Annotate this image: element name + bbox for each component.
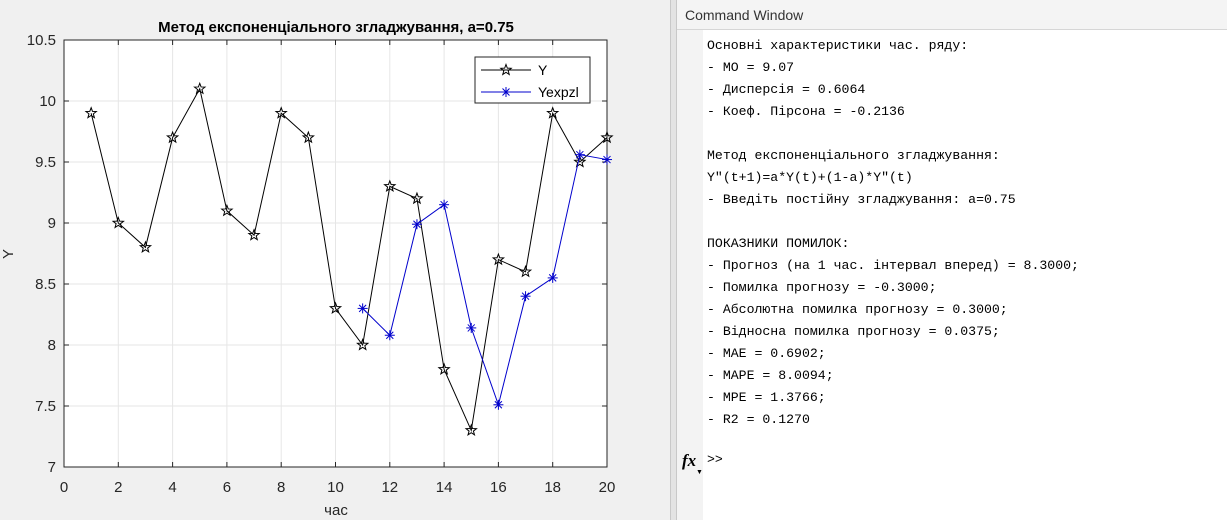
data-point-star-marker xyxy=(518,264,533,278)
legend-entry-y[interactable]: Y xyxy=(481,62,548,78)
figure-window: 0 2 4 6 8 10 12 14 16 18 20 7 7.5 8 8.5 9 9.5 10 10.5 Мето… xyxy=(0,19,616,519)
data-point-star-marker xyxy=(328,301,343,315)
output-line: - Помилка прогнозу = -0.3000; xyxy=(707,280,937,295)
data-point-star-marker xyxy=(499,63,513,76)
output-line: - Відносна помилка прогнозу = 0.0375; xyxy=(707,324,1000,339)
data-point-star-marker xyxy=(437,362,451,376)
legend[interactable]: Y Yexpzl xyxy=(474,56,591,104)
y-tick-label: 7 xyxy=(48,459,56,476)
data-point-asterisk-marker xyxy=(439,199,450,210)
command-window-gutter xyxy=(677,30,703,520)
output-line: Y"(t+1)=a*Y(t)+(1-a)*Y"(t) xyxy=(707,170,913,185)
data-point-asterisk-marker xyxy=(520,291,531,302)
x-tick-label: 16 xyxy=(490,479,507,496)
data-point-star-marker xyxy=(247,228,261,241)
data-point-star-marker xyxy=(600,130,614,144)
y-tick-label: 10 xyxy=(39,93,56,110)
data-point-star-marker xyxy=(166,130,180,144)
y-tick-label: 9 xyxy=(48,215,56,232)
data-point-asterisk-marker xyxy=(547,272,558,283)
series-line-yexpzl xyxy=(362,154,608,407)
output-line: - MPE = 1.3766; xyxy=(707,390,826,405)
data-point-asterisk-marker xyxy=(574,149,585,160)
output-line: - Введіть постійну згладжування: a=0.75 xyxy=(707,192,1016,207)
data-point-star-marker xyxy=(573,155,587,168)
output-line: - MAPE = 8.0094; xyxy=(707,368,834,383)
x-tick-label: 4 xyxy=(168,479,176,496)
data-point-star-marker xyxy=(111,216,125,229)
x-tick-label: 20 xyxy=(599,479,616,496)
x-tick-label: 12 xyxy=(381,479,398,496)
axis-ticks: 0 2 4 6 8 10 12 14 16 18 20 7 7.5 8 8.5 9 9.5 10 10.5 xyxy=(27,32,616,496)
y-tick-label: 8 xyxy=(48,337,56,354)
data-point-star-marker xyxy=(301,130,315,144)
x-tick-label: 10 xyxy=(327,479,344,496)
y-tick-label: 8.5 xyxy=(35,276,56,293)
legend-label: Yexpzl xyxy=(538,84,579,100)
data-point-asterisk-marker xyxy=(493,399,504,410)
function-browser-dropdown-icon[interactable]: ▼ xyxy=(696,469,703,476)
x-tick-label: 6 xyxy=(223,479,231,496)
output-line: Основні характеристики час. ряду: xyxy=(707,38,969,53)
x-tick-label: 2 xyxy=(114,479,122,496)
data-point-asterisk-marker xyxy=(602,154,612,165)
output-line: - Дисперсія = 0.6064 xyxy=(707,82,866,97)
output-line: - Прогноз (на 1 час. інтервал вперед) = … xyxy=(707,258,1079,273)
series-lines xyxy=(84,81,614,437)
data-point-star-marker xyxy=(220,203,234,217)
y-tick-label: 7.5 xyxy=(35,398,56,415)
x-tick-label: 8 xyxy=(277,479,285,496)
data-point-star-marker xyxy=(491,252,505,266)
legend-label: Y xyxy=(538,62,548,78)
data-point-asterisk-marker xyxy=(411,219,422,230)
command-prompt[interactable]: >> xyxy=(707,452,723,467)
data-point-asterisk-marker xyxy=(501,87,511,97)
chart-title: Метод експоненціального згладжування, a=… xyxy=(158,19,514,36)
x-tick-label: 18 xyxy=(544,479,561,496)
command-output: Основні характеристики час. ряду: - МО =… xyxy=(707,35,1079,431)
legend-entry-yexpzl[interactable]: Yexpzl xyxy=(481,84,579,100)
data-point-star-marker xyxy=(138,240,153,254)
y-tick-label: 9.5 xyxy=(35,154,56,171)
data-point-star-marker xyxy=(274,106,288,119)
panel-splitter[interactable] xyxy=(670,0,677,520)
data-point-star-marker xyxy=(464,423,478,437)
output-line: - Абсолютна помилка прогнозу = 0.3000; xyxy=(707,302,1008,317)
data-point-asterisk-marker xyxy=(384,330,395,341)
legend-box xyxy=(474,56,591,104)
output-line: ПОКАЗНИКИ ПОМИЛОК: xyxy=(707,236,850,251)
y-tick-label: 10.5 xyxy=(27,32,56,49)
function-browser-icon[interactable]: fx xyxy=(682,451,697,470)
data-point-star-marker xyxy=(410,191,424,205)
command-window[interactable]: Command Window Основні характеристики ча… xyxy=(677,0,1227,520)
output-line: - R2 = 0.1270 xyxy=(707,412,810,427)
x-tick-label: 14 xyxy=(436,479,453,496)
data-point-star-marker xyxy=(84,106,98,119)
output-line: - MAE = 0.6902; xyxy=(707,346,826,361)
output-line: Метод експоненціального згладжування: xyxy=(707,148,1000,163)
data-point-star-marker xyxy=(546,106,560,119)
data-point-star-marker xyxy=(383,179,397,193)
data-point-asterisk-marker xyxy=(466,322,477,333)
command-window-title: Command Window xyxy=(685,7,804,23)
x-axis-label: час xyxy=(324,502,348,519)
data-point-asterisk-marker xyxy=(357,303,368,314)
line-chart: 0 2 4 6 8 10 12 14 16 18 20 7 7.5 8 8.5 9 9.5 10 10.5 Мето… xyxy=(0,19,616,519)
output-line: - МО = 9.07 xyxy=(707,60,795,75)
command-window-titlebar[interactable]: Command Window xyxy=(677,0,1227,30)
output-line: - Коеф. Пірсона = -0.2136 xyxy=(707,104,905,119)
data-point-star-marker xyxy=(356,338,370,351)
x-tick-label: 0 xyxy=(60,479,68,496)
y-axis-label: Y xyxy=(0,249,17,259)
data-point-star-marker xyxy=(193,81,207,95)
